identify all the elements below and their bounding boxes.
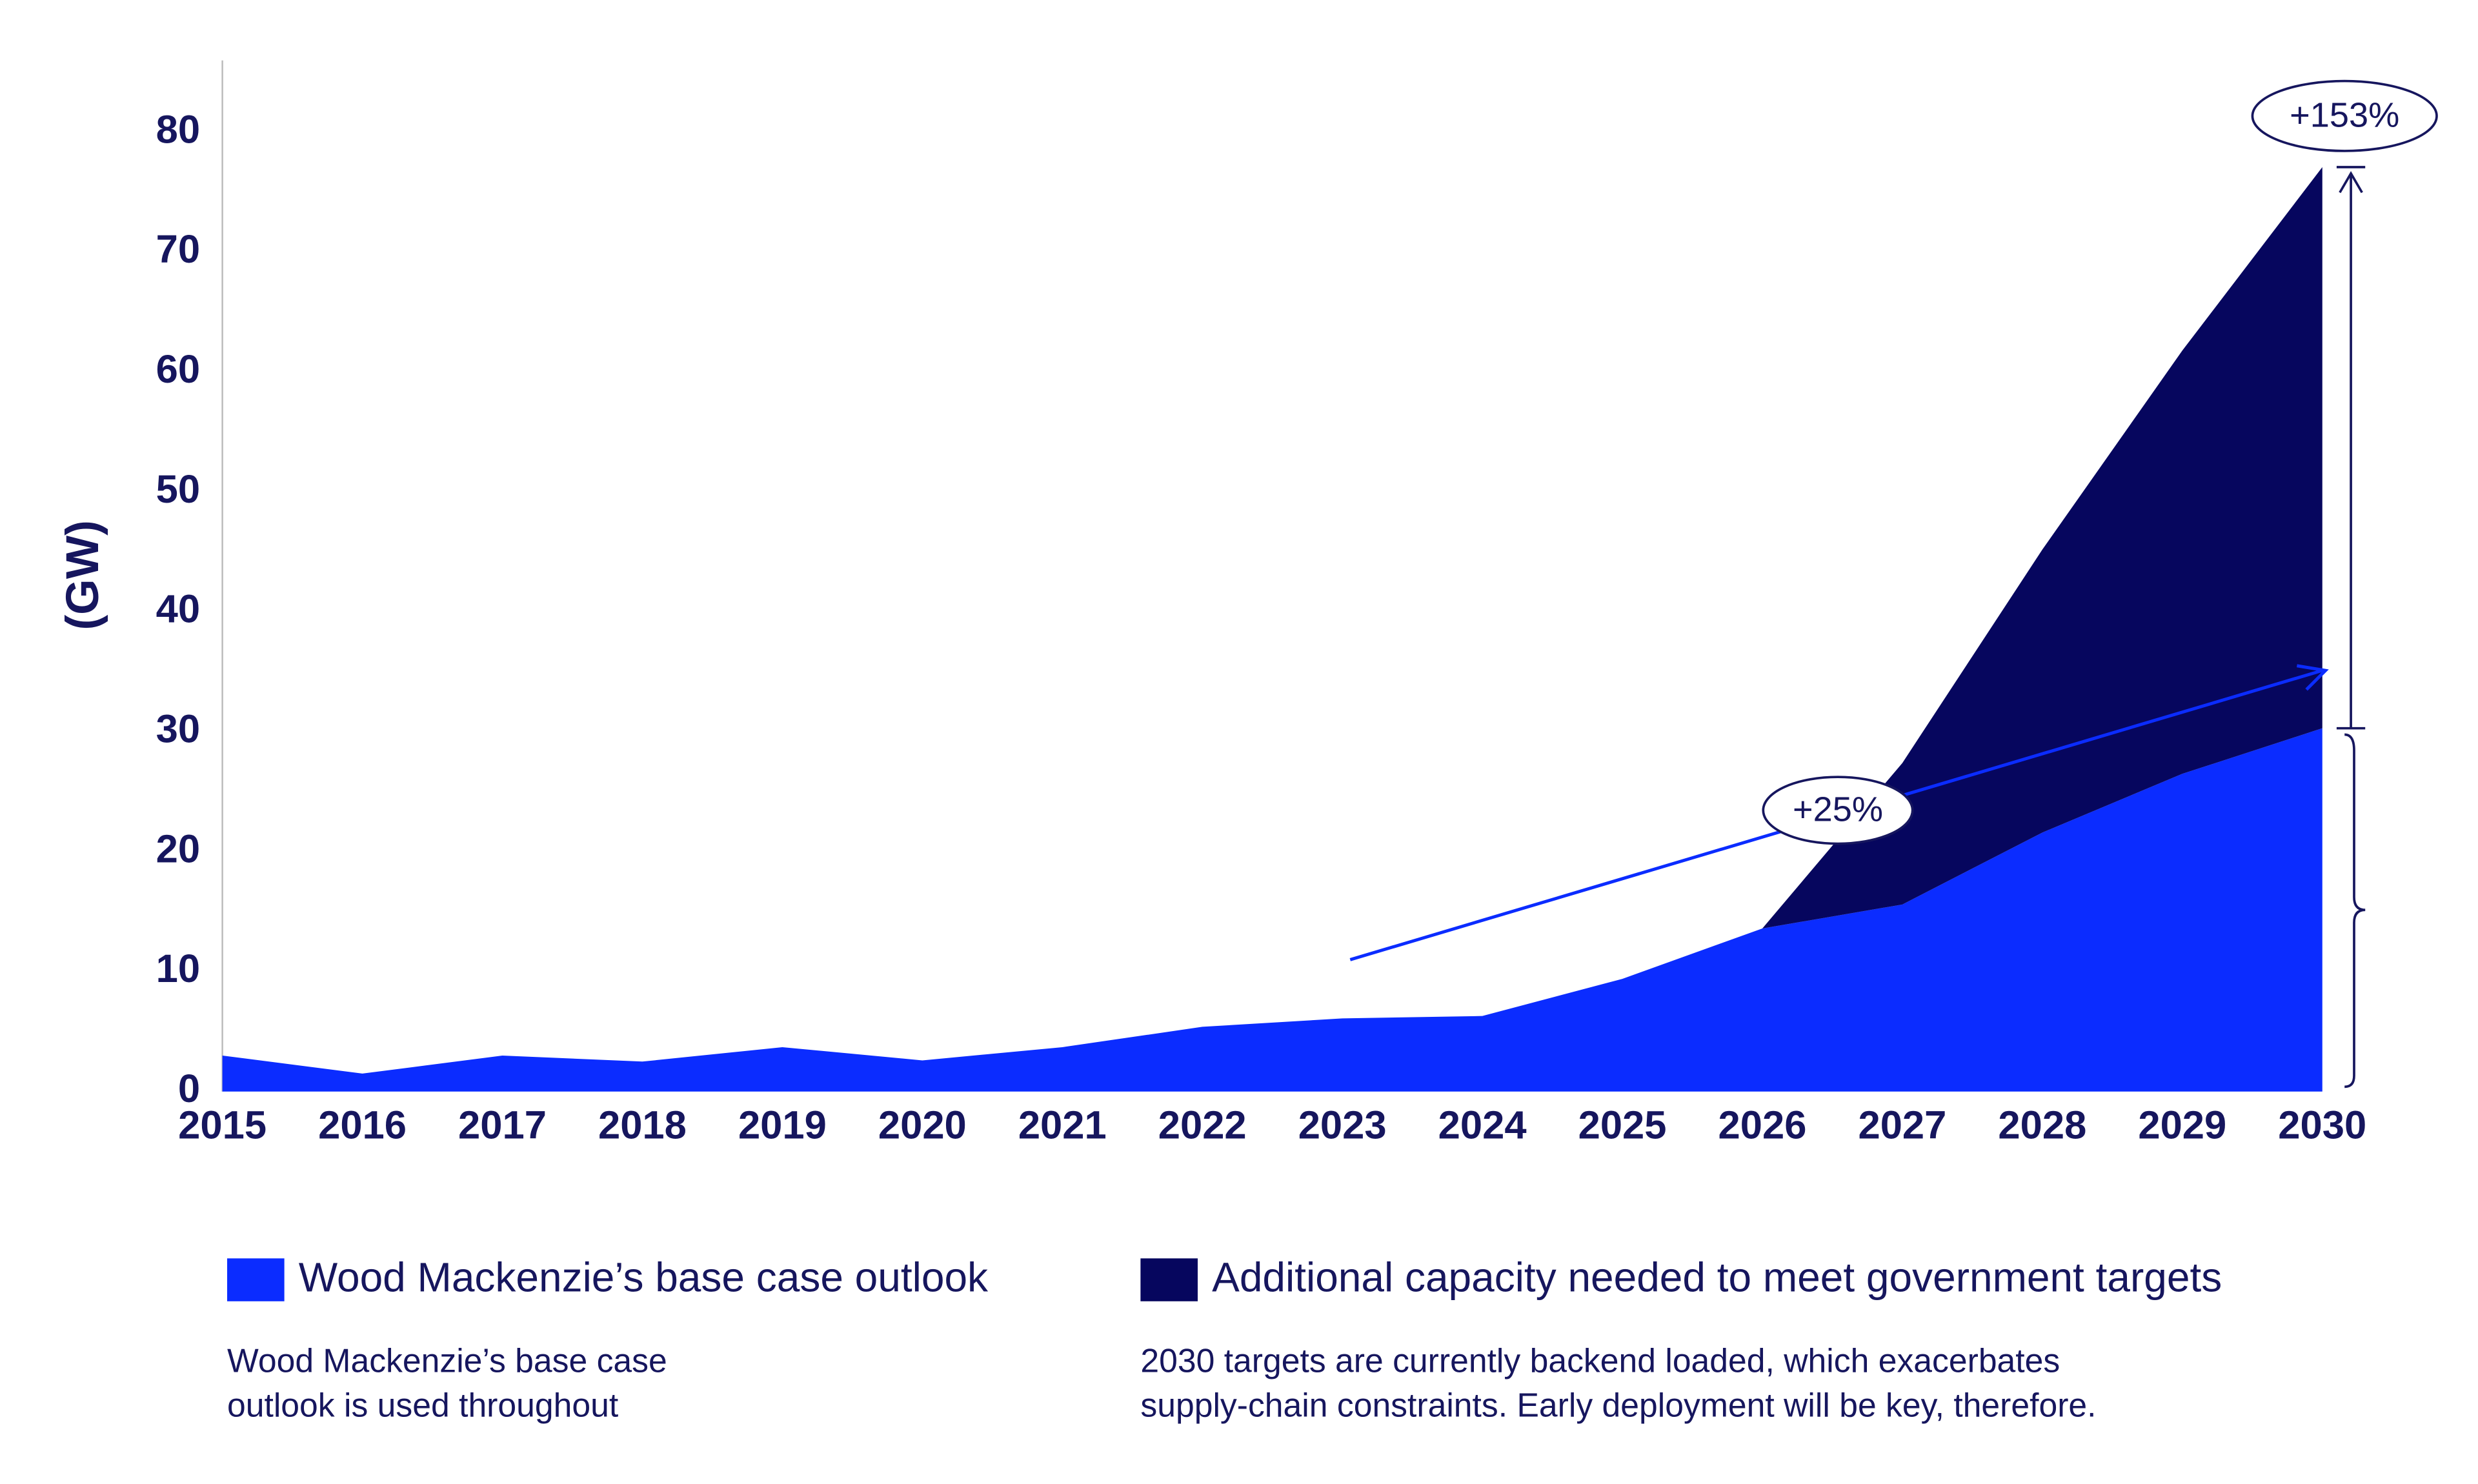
x-tick-label: 2025 [1578,1103,1667,1148]
x-tick-label: 2019 [738,1103,827,1148]
x-tick-label: 2026 [1718,1103,1807,1148]
trend-arrowhead [2296,664,2329,691]
annotation-bubble [2251,79,2438,152]
y-tick-label: 50 [156,467,200,512]
legend-label: Wood Mackenzie’s base case outlook [299,1254,989,1301]
note-line: 2030 targets are currently backend loade… [1140,1341,2060,1379]
note-line: outlook is used throughout [227,1386,618,1423]
x-tick-label: 2018 [598,1103,687,1148]
x-tick-label: 2027 [1858,1103,1946,1148]
y-tick-label: 10 [156,947,200,991]
legend-swatch [227,1258,285,1301]
annotation-bubble [1762,776,1914,845]
bracket-arrow [2339,171,2363,194]
x-tick-label: 2029 [2138,1103,2226,1148]
y-tick-label: 70 [156,227,200,272]
x-tick-label: 2015 [178,1103,267,1148]
brace [2344,733,2366,1088]
legend-swatch [1140,1258,1198,1301]
x-tick-label: 2024 [1438,1103,1527,1148]
legend-label: Additional capacity needed to meet gover… [1212,1254,2222,1301]
x-tick-label: 2023 [1298,1103,1387,1148]
x-tick-label: 2017 [458,1103,547,1148]
y-axis-label: (GW) [57,520,108,630]
note-line: Wood Mackenzie’s base case [227,1341,667,1379]
x-tick-label: 2028 [1998,1103,2086,1148]
annotation: +25% [1793,790,1883,829]
y-tick-label: 80 [156,107,200,152]
annotation: +153% [2290,96,2399,135]
note-line: supply-chain constraints. Early deployme… [1140,1386,2096,1423]
x-tick-label: 2030 [2278,1103,2366,1148]
area-additional [1762,166,2322,929]
x-tick-label: 2020 [878,1103,967,1148]
x-tick-label: 2016 [318,1103,407,1148]
y-tick-label: 20 [156,827,200,871]
y-tick-label: 40 [156,587,200,632]
y-tick-label: 0 [178,1067,200,1111]
y-tick-label: 30 [156,707,200,752]
area-base [222,728,2322,1092]
x-tick-label: 2022 [1158,1103,1247,1148]
x-tick-label: 2021 [1018,1103,1107,1148]
y-tick-label: 60 [156,347,200,392]
